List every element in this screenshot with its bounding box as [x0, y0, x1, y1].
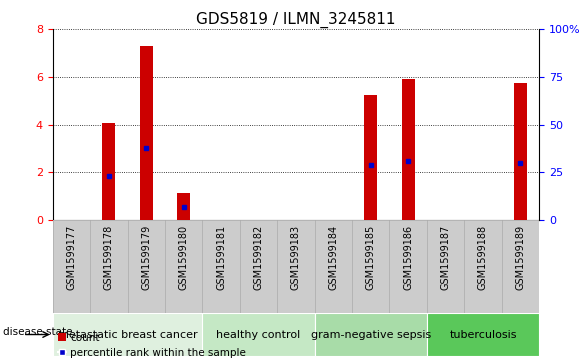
- Text: GSM1599177: GSM1599177: [66, 225, 76, 290]
- Bar: [53, 313, 202, 356]
- Legend: count, percentile rank within the sample: count, percentile rank within the sample: [58, 333, 246, 358]
- Text: GSM1599180: GSM1599180: [179, 225, 189, 290]
- Bar: [177, 192, 190, 220]
- Text: GSM1599184: GSM1599184: [328, 225, 338, 290]
- Text: GSM1599181: GSM1599181: [216, 225, 226, 290]
- Bar: [401, 79, 415, 220]
- Bar: [315, 313, 427, 356]
- Text: healthy control: healthy control: [216, 330, 301, 339]
- Text: GSM1599189: GSM1599189: [516, 225, 526, 290]
- Text: GSM1599187: GSM1599187: [441, 225, 451, 290]
- Text: GSM1599182: GSM1599182: [254, 225, 264, 290]
- Bar: [103, 123, 115, 220]
- Text: tuberculosis: tuberculosis: [449, 330, 517, 339]
- Text: GSM1599179: GSM1599179: [141, 225, 151, 290]
- Bar: [202, 313, 315, 356]
- Text: metastatic breast cancer: metastatic breast cancer: [58, 330, 197, 339]
- Text: GSM1599185: GSM1599185: [366, 225, 376, 290]
- Bar: [514, 83, 527, 220]
- Bar: [364, 95, 377, 220]
- Title: GDS5819 / ILMN_3245811: GDS5819 / ILMN_3245811: [196, 12, 396, 28]
- Text: disease state: disease state: [3, 327, 73, 337]
- Bar: [139, 46, 153, 220]
- Text: GSM1599186: GSM1599186: [403, 225, 413, 290]
- Bar: [427, 313, 539, 356]
- Text: GSM1599188: GSM1599188: [478, 225, 488, 290]
- Text: gram-negative sepsis: gram-negative sepsis: [311, 330, 431, 339]
- Text: GSM1599183: GSM1599183: [291, 225, 301, 290]
- Text: GSM1599178: GSM1599178: [104, 225, 114, 290]
